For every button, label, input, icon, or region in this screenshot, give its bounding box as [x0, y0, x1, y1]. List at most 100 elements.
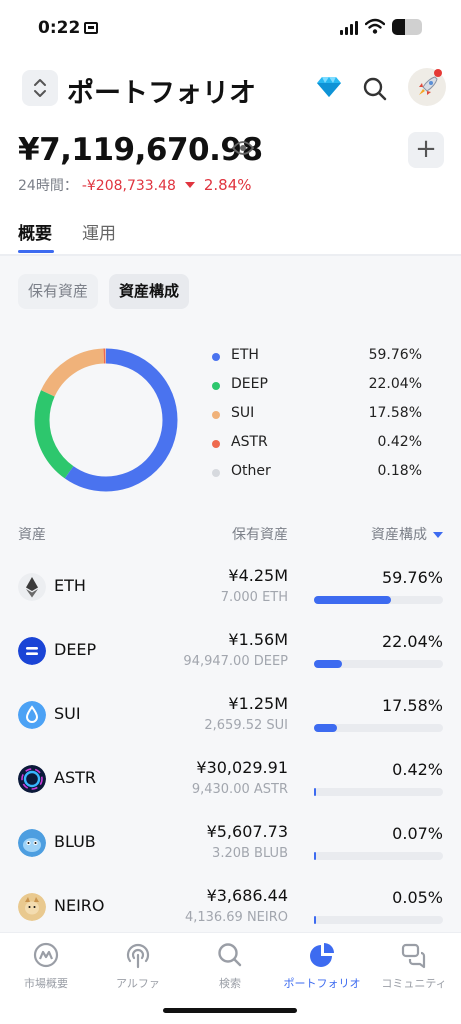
asset-amount: 9,430.00 ASTR — [191, 782, 288, 797]
nav-community[interactable]: コミュニティ — [368, 941, 460, 991]
status-bar: 0:22 — [0, 0, 461, 56]
nav-label: コミュニティ — [381, 977, 447, 990]
composition-bar-fill — [314, 852, 316, 860]
notification-dot — [434, 69, 442, 77]
nav-alpha[interactable]: アルファ — [92, 941, 184, 991]
legend-name: Other — [231, 463, 271, 479]
nav-label: アルファ — [116, 977, 160, 990]
column-asset[interactable]: 資産 — [18, 527, 46, 543]
market-icon — [33, 942, 59, 968]
nav-market[interactable]: 市場概要 — [0, 941, 92, 991]
asset-value: ¥4.25M — [228, 566, 288, 585]
portfolio-summary: ¥7,119,670.98 + 24時間： -¥208,733.48 2.84% … — [0, 120, 461, 256]
search-icon — [218, 943, 242, 967]
composition-bar-fill — [314, 788, 316, 796]
composition-bar — [314, 660, 443, 668]
blub-coin-icon — [18, 829, 46, 857]
nav-label: 検索 — [219, 977, 241, 990]
asset-amount: 3.20B BLUB — [212, 846, 288, 861]
community-icon — [401, 943, 426, 969]
column-holdings[interactable]: 保有資産 — [232, 527, 288, 543]
legend-item: ASTR 0.42% — [212, 434, 422, 454]
tab-operations[interactable]: 運用 — [82, 224, 116, 244]
astr-coin-icon — [18, 765, 46, 793]
asset-name: DEEP — [54, 640, 97, 659]
asset-amount: 2,659.52 SUI — [204, 718, 288, 733]
asset-percent: 0.05% — [392, 888, 443, 907]
app-header: ポートフォリオ — [0, 56, 461, 120]
diamond-icon[interactable] — [316, 76, 342, 98]
portfolio-icon — [310, 943, 334, 967]
neiro-coin-icon — [18, 893, 46, 921]
chip-holdings[interactable]: 保有資産 — [18, 274, 99, 309]
composition-bar-fill — [314, 724, 337, 732]
composition-bar-fill — [314, 596, 392, 604]
column-composition-label: 資産構成 — [371, 527, 427, 543]
asset-name: NEIRO — [54, 896, 105, 915]
change-percent: 2.84% — [203, 176, 252, 194]
legend-name: SUI — [231, 405, 255, 421]
asset-amount: 7.000 ETH — [220, 590, 288, 605]
home-indicator — [163, 1008, 297, 1013]
asset-row-deep[interactable]: DEEP ¥1.56M 94,947.00 DEEP 22.04% — [0, 630, 461, 694]
composition-bar — [314, 788, 443, 796]
legend-percent: 17.58% — [368, 405, 422, 421]
asset-value: ¥3,686.44 — [206, 886, 288, 905]
signal-icon — [340, 21, 360, 35]
alpha-icon — [126, 943, 150, 969]
avatar[interactable] — [408, 68, 446, 106]
composition-bar-fill — [314, 660, 343, 668]
asset-value: ¥30,029.91 — [196, 758, 288, 777]
caret-down-icon — [185, 182, 196, 188]
total-balance: ¥7,119,670.98 — [18, 132, 263, 168]
column-composition[interactable]: 資産構成 — [371, 524, 443, 544]
composition-bar — [314, 596, 443, 604]
asset-row-neiro[interactable]: NEIRO ¥3,686.44 4,136.69 NEIRO 0.05% — [0, 886, 461, 950]
legend-percent: 0.42% — [377, 434, 422, 450]
asset-name: ETH — [54, 576, 86, 595]
nav-search[interactable]: 検索 — [184, 941, 276, 991]
asset-row-sui[interactable]: SUI ¥1.25M 2,659.52 SUI 17.58% — [0, 694, 461, 758]
asset-row-eth[interactable]: ETH ¥4.25M 7.000 ETH 59.76% — [0, 566, 461, 630]
add-button[interactable]: + — [408, 132, 444, 168]
nav-portfolio[interactable]: ポートフォリオ — [276, 941, 368, 991]
deep-coin-icon — [18, 637, 46, 665]
donut-slice-deep — [34, 348, 178, 492]
asset-amount: 94,947.00 DEEP — [183, 654, 288, 669]
asset-value: ¥1.25M — [228, 694, 288, 713]
legend-item: SUI 17.58% — [212, 405, 422, 425]
asset-percent: 59.76% — [381, 568, 443, 587]
battery-icon — [392, 19, 422, 35]
legend-name: DEEP — [231, 376, 268, 392]
asset-name: ASTR — [54, 768, 96, 787]
chevron-up-down-icon — [34, 79, 46, 97]
composition-bar-fill — [314, 916, 316, 924]
chip-composition[interactable]: 資産構成 — [109, 274, 190, 309]
legend-percent: 0.18% — [377, 463, 422, 479]
calendar-icon — [84, 22, 98, 34]
legend-dot — [212, 411, 220, 419]
asset-percent: 0.07% — [392, 824, 443, 843]
asset-percent: 17.58% — [381, 696, 443, 715]
portfolio-switch-button[interactable] — [22, 70, 58, 106]
sui-coin-icon — [18, 701, 46, 729]
asset-name: SUI — [54, 704, 81, 723]
allocation-donut-chart — [34, 348, 178, 492]
asset-row-astr[interactable]: ASTR ¥30,029.91 9,430.00 ASTR 0.42% — [0, 758, 461, 822]
tab-indicator — [18, 250, 54, 253]
search-icon[interactable] — [362, 76, 388, 102]
tab-divider — [0, 254, 461, 256]
legend-name: ASTR — [231, 434, 268, 450]
asset-row-blub[interactable]: BLUB ¥5,607.73 3.20B BLUB 0.07% — [0, 822, 461, 886]
change-24h: 24時間： -¥208,733.48 2.84% — [18, 175, 252, 195]
sort-desc-icon — [433, 532, 443, 538]
tab-overview[interactable]: 概要 — [18, 224, 52, 244]
asset-value: ¥1.56M — [228, 630, 288, 649]
eye-icon[interactable] — [232, 140, 254, 156]
donut-slice-other — [34, 348, 178, 492]
nav-label: 市場概要 — [24, 977, 68, 990]
legend-dot — [212, 440, 220, 448]
change-label: 24時間： — [18, 178, 78, 194]
legend-dot — [212, 469, 220, 477]
status-time: 0:22 — [38, 18, 81, 38]
